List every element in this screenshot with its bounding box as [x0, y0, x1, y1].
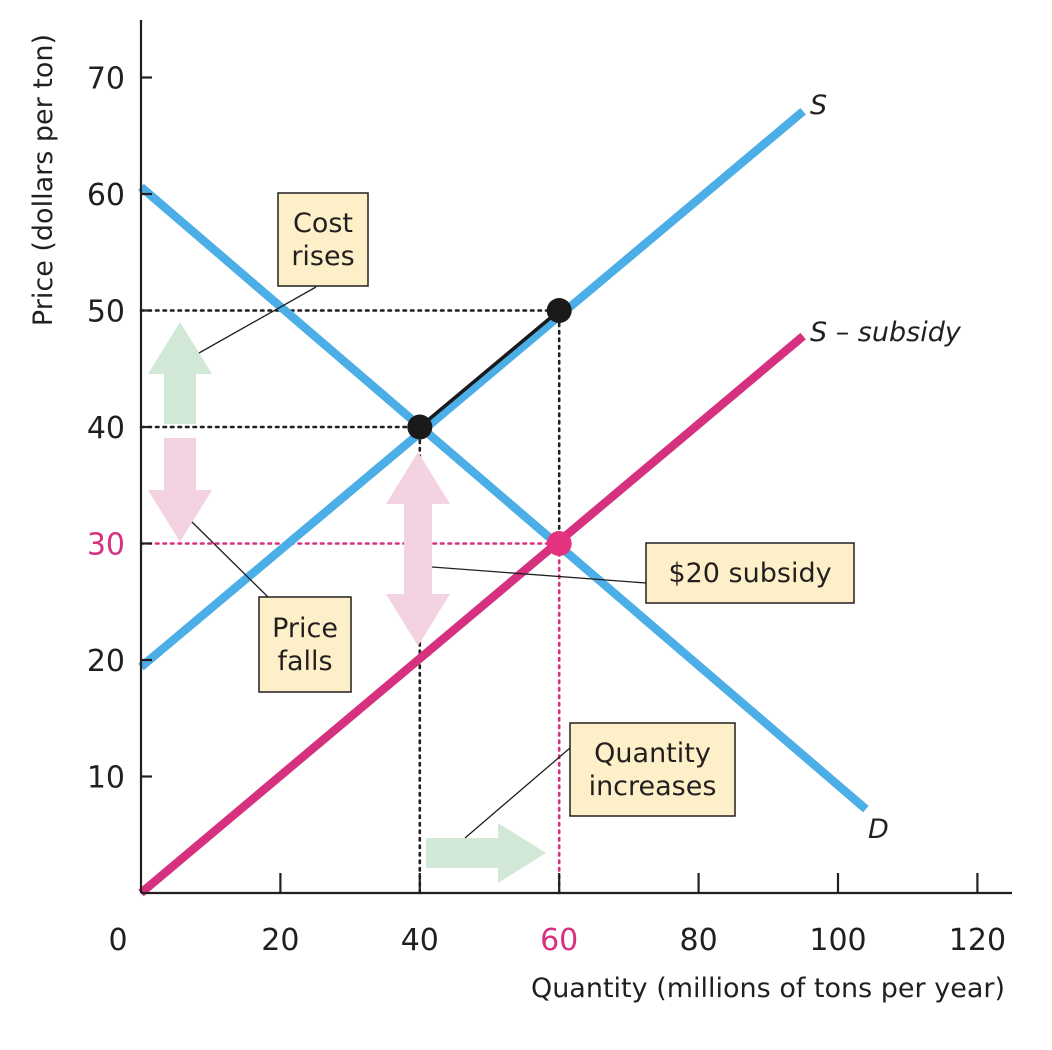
y-axis-title: Price (dollars per ton)	[28, 34, 59, 326]
x-tick-label: 80	[680, 923, 718, 958]
quantity-increases-box	[569, 722, 736, 817]
quantity-increases-arrow	[426, 823, 546, 883]
x-axis-title: Quantity (millions of tons per year)	[531, 973, 1005, 1004]
y-tick-label: 10	[87, 761, 125, 796]
curve-demand	[138, 183, 869, 813]
y-tick-label: 50	[87, 295, 125, 330]
x-tick-label: 0	[108, 923, 127, 958]
curves	[138, 108, 869, 897]
x-tick-label: 60	[540, 923, 578, 958]
curve-label-supply: S	[810, 90, 827, 121]
curve-supply	[138, 108, 806, 671]
curve-label-supply_minus_subsidy: S – subsidy	[810, 317, 962, 348]
cost-rises-text: Cost	[293, 208, 353, 239]
change-arrows	[148, 322, 546, 883]
price-falls-text: Price	[272, 613, 338, 644]
y-tick-label: 70	[87, 62, 125, 97]
point-subsidy_supply_price	[546, 298, 572, 323]
curve-labels: S S – subsidy D	[810, 90, 962, 845]
price-falls-leader	[191, 521, 269, 598]
point-subsidy_market_price	[546, 531, 572, 556]
curve-supply_minus_subsidy	[138, 332, 806, 897]
cost-rises-arrow	[148, 322, 212, 424]
quantity-increases-text: increases	[589, 771, 717, 802]
price-falls-arrow	[148, 438, 212, 542]
cost-rises-text: rises	[291, 241, 354, 272]
point-equilibrium	[407, 414, 433, 440]
x-tick-label: 120	[949, 923, 1006, 958]
quantity-increases-text: Quantity	[594, 738, 711, 769]
y-tick-label: 40	[87, 411, 125, 446]
axes: 0 20 40 60 80 100 120 10 20 30 40 50 60 70	[87, 20, 1012, 958]
cost-rises-leader	[198, 286, 317, 354]
x-tick-label: 40	[401, 923, 439, 958]
subsidy-text: $20 subsidy	[668, 558, 831, 589]
subsidy-supply-segment	[418, 309, 561, 429]
y-tick-label: 60	[87, 178, 125, 213]
y-tick-label: 20	[87, 644, 125, 679]
points	[407, 298, 572, 556]
y-tick-label: 30	[87, 528, 125, 563]
axis-titles: Quantity (millions of tons per year) Pric…	[28, 34, 1005, 1004]
x-tick-label: 100	[809, 923, 866, 958]
price-falls-text: falls	[277, 646, 332, 677]
subsidy-leader	[431, 566, 647, 584]
price-falls-box	[258, 596, 352, 693]
cost-rises-box	[277, 192, 369, 287]
x-tick-label: 20	[261, 923, 299, 958]
quantity-increases-leader	[464, 747, 571, 839]
subsidy-box	[645, 542, 855, 604]
subsidy-double-arrow	[386, 452, 450, 646]
curve-label-demand: D	[868, 814, 889, 845]
